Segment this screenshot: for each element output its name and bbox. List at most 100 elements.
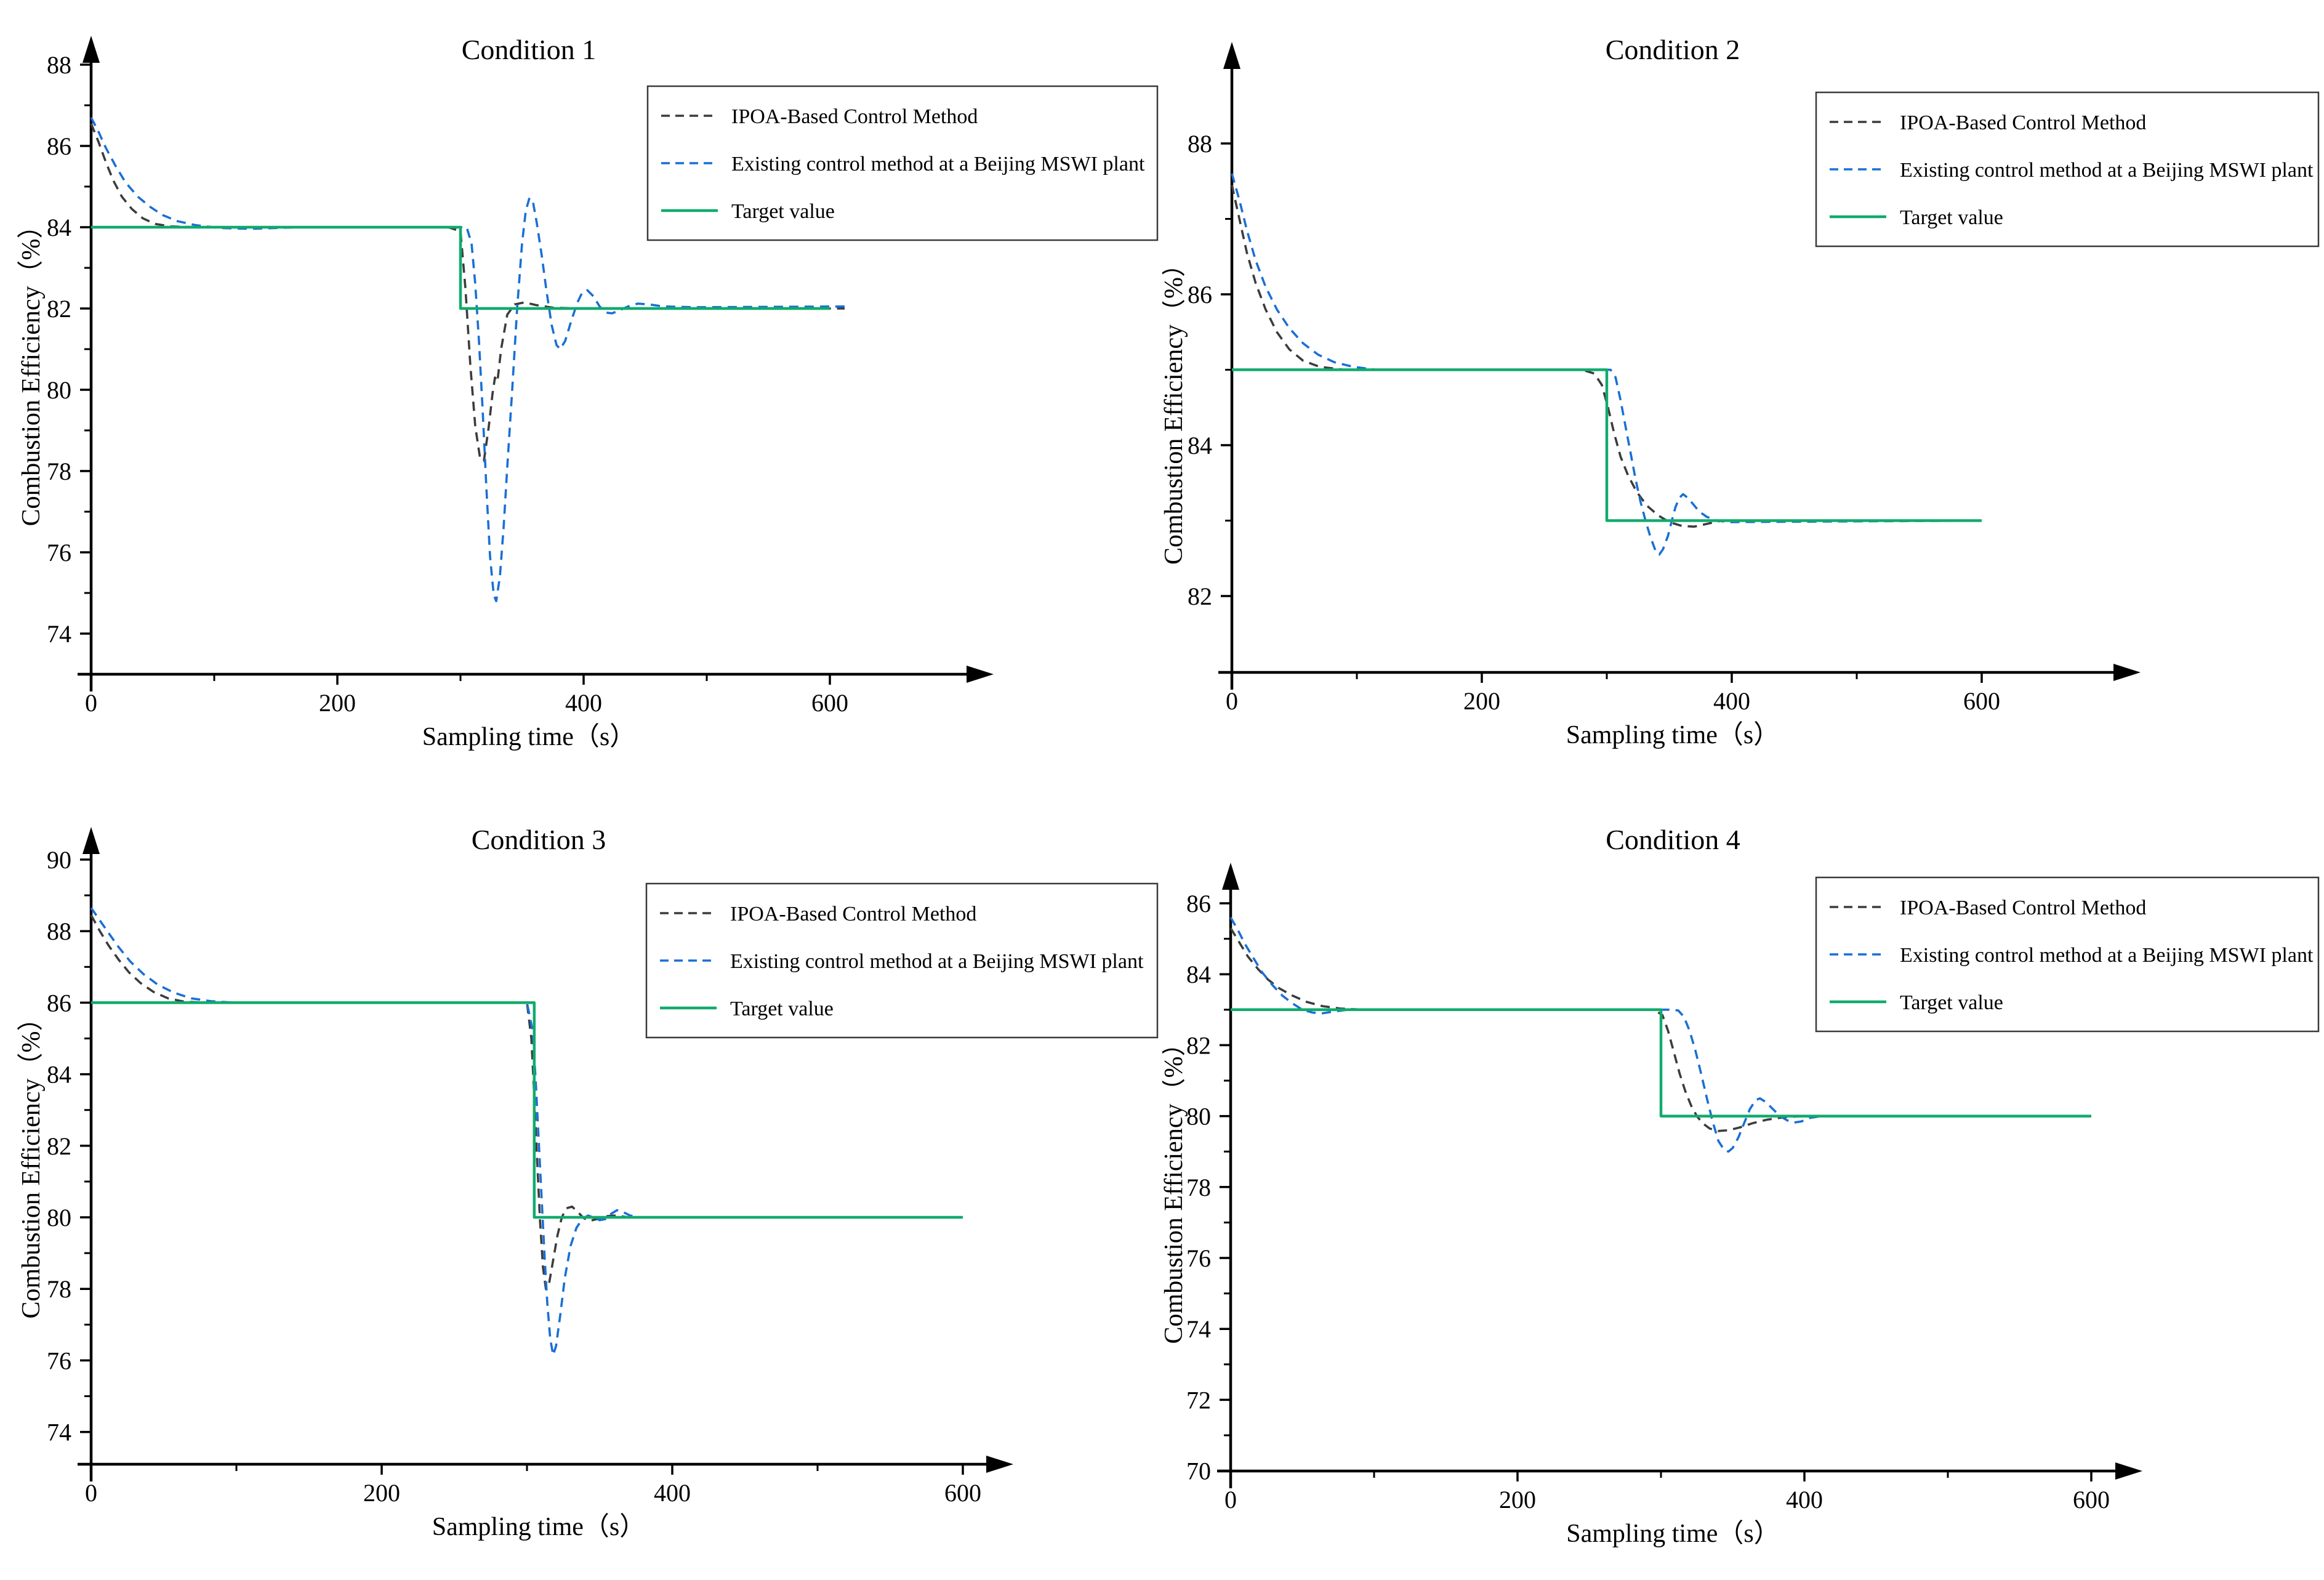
x-tick-label: 0 <box>85 1479 97 1507</box>
series-target-line <box>91 1001 963 1219</box>
x-axis-arrow-icon <box>986 1456 1013 1473</box>
chart-condition-1: 74 76 78 80 82 84 86 88 0 200 400 600 Condition 1 Sam… <box>17 34 1159 751</box>
chart-condition-3: 74 76 78 80 82 84 86 88 90 0 200 400 600 Condition 3 S… <box>17 824 1159 1541</box>
x-tick-label: 200 <box>363 1479 400 1507</box>
chart-condition-4: 70 72 74 76 78 80 82 84 86 0 200 400 600 Condition 4 S… <box>1162 824 2320 1548</box>
x-axis-arrow-icon <box>2113 664 2141 681</box>
legend-label-target: Target value <box>731 200 835 223</box>
y-axis-arrow-icon <box>82 36 100 63</box>
legend-box <box>645 882 1159 1039</box>
series-existing-line <box>1229 917 2091 1153</box>
y-axis-arrow-icon <box>1223 42 1240 69</box>
y-tick-label: 82 <box>1186 1031 1211 1059</box>
y-tick-label: 84 <box>1188 432 1212 459</box>
y-tick-label: 76 <box>47 1347 71 1374</box>
legend-label-existing: Existing control method at a Beijing MSW… <box>1900 944 2314 967</box>
series-target-line <box>1231 1008 2091 1118</box>
legend-label-existing: Existing control method at a Beijing MSW… <box>1900 159 2314 182</box>
y-tick-label: 74 <box>47 1419 71 1446</box>
y-axis-label: Combustion Efficiency（%） <box>1162 251 1188 565</box>
legend-box <box>646 85 1159 241</box>
y-tick-label: 86 <box>47 989 71 1017</box>
legend-label-ipoa: IPOA-Based Control Method <box>730 903 976 925</box>
x-tick-label: 400 <box>565 689 602 717</box>
panel-condition-3: 74 76 78 80 82 84 86 88 90 0 200 400 600 Condition 3 S… <box>0 790 1162 1580</box>
y-tick-label: 72 <box>1186 1386 1211 1414</box>
chart-title: Condition 4 <box>1606 824 1740 855</box>
series-target-line <box>1232 368 1982 522</box>
y-tick-label: 78 <box>47 1275 71 1303</box>
legend-label-existing: Existing control method at a Beijing MSW… <box>731 153 1145 175</box>
legend-label-target: Target value <box>1900 991 2003 1014</box>
panel-condition-1: 74 76 78 80 82 84 86 88 0 200 400 600 Condition 1 Sam… <box>0 0 1162 790</box>
y-tick-label: 82 <box>1188 582 1212 610</box>
y-tick-label: 84 <box>47 1061 71 1089</box>
panel-condition-2: 82 84 86 88 0 200 400 600 Condition 2 Sampling ti… <box>1162 0 2324 790</box>
x-axis-label: Sampling time（s） <box>432 1513 646 1541</box>
y-tick-label: 80 <box>1186 1103 1211 1131</box>
x-axis-arrow-icon <box>967 666 994 683</box>
y-tick-label: 86 <box>1186 890 1211 917</box>
chart-title: Condition 1 <box>462 34 597 65</box>
y-tick-label: 88 <box>47 917 71 945</box>
y-tick-label: 82 <box>47 295 71 323</box>
legend-box <box>1815 91 2320 248</box>
y-tick-label: 84 <box>1186 961 1211 988</box>
y-tick-label: 88 <box>47 51 71 79</box>
x-tick-label: 400 <box>654 1479 691 1507</box>
chart-title: Condition 3 <box>472 824 606 855</box>
x-axis-label: Sampling time（s） <box>1566 1520 1780 1548</box>
y-axis-arrow-icon <box>1222 863 1239 890</box>
x-tick-label: 200 <box>1463 687 1500 715</box>
y-axis-label: Combustion Efficiency（%） <box>1162 1031 1188 1344</box>
x-axis-label: Sampling time（s） <box>1566 721 1780 749</box>
y-tick-label: 78 <box>47 457 71 485</box>
y-tick-label: 74 <box>1186 1315 1211 1343</box>
y-tick-label: 84 <box>47 214 71 241</box>
legend-label-ipoa: IPOA-Based Control Method <box>1900 897 2146 919</box>
series-target-line <box>91 225 830 310</box>
legend-box <box>1815 876 2320 1033</box>
x-tick-label: 600 <box>1963 687 2000 715</box>
y-tick-label: 88 <box>1188 130 1212 158</box>
y-tick-label: 74 <box>47 620 71 648</box>
legend-label-target: Target value <box>1900 206 2003 229</box>
chart-condition-2: 82 84 86 88 0 200 400 600 Condition 2 Sampling ti… <box>1162 34 2320 749</box>
y-tick-label: 78 <box>1186 1174 1211 1201</box>
x-tick-label: 600 <box>2073 1486 2110 1513</box>
y-axis-arrow-icon <box>82 827 100 854</box>
series-ipoa-line <box>1231 185 1982 528</box>
series-existing-line <box>90 907 963 1356</box>
chart-title: Condition 2 <box>1606 34 1740 65</box>
x-tick-label: 400 <box>1786 1486 1823 1513</box>
y-tick-label: 86 <box>47 132 71 160</box>
x-tick-label: 200 <box>319 689 356 717</box>
panel-condition-4: 70 72 74 76 78 80 82 84 86 0 200 400 600 Condition 4 S… <box>1162 790 2324 1580</box>
y-tick-label: 70 <box>1186 1457 1211 1485</box>
y-axis-label: Combustion Efficiency（%） <box>17 213 46 526</box>
x-axis-label: Sampling time（s） <box>422 723 636 751</box>
y-tick-label: 80 <box>47 1204 71 1231</box>
x-tick-label: 600 <box>944 1479 981 1507</box>
x-axis-arrow-icon <box>2115 1462 2142 1480</box>
x-tick-label: 200 <box>1499 1486 1536 1513</box>
legend-label-existing: Existing control method at a Beijing MSW… <box>730 950 1144 973</box>
y-tick-label: 80 <box>47 376 71 404</box>
x-tick-label: 400 <box>1713 687 1750 715</box>
y-tick-label: 76 <box>47 539 71 566</box>
x-tick-label: 0 <box>1224 1486 1237 1513</box>
y-axis-label: Combustion Efficiency（%） <box>17 1006 46 1319</box>
series-ipoa-line <box>90 914 963 1290</box>
x-tick-label: 0 <box>1226 687 1238 715</box>
series-ipoa-line <box>90 123 845 462</box>
legend-label-ipoa: IPOA-Based Control Method <box>731 105 978 128</box>
legend-label-ipoa: IPOA-Based Control Method <box>1900 111 2146 134</box>
legend-label-target: Target value <box>730 998 834 1020</box>
y-tick-label: 86 <box>1188 281 1212 308</box>
x-tick-label: 0 <box>85 689 97 717</box>
y-tick-label: 82 <box>47 1132 71 1160</box>
y-tick-label: 76 <box>1186 1244 1211 1272</box>
x-tick-label: 600 <box>811 689 848 717</box>
y-tick-label: 90 <box>47 846 71 874</box>
